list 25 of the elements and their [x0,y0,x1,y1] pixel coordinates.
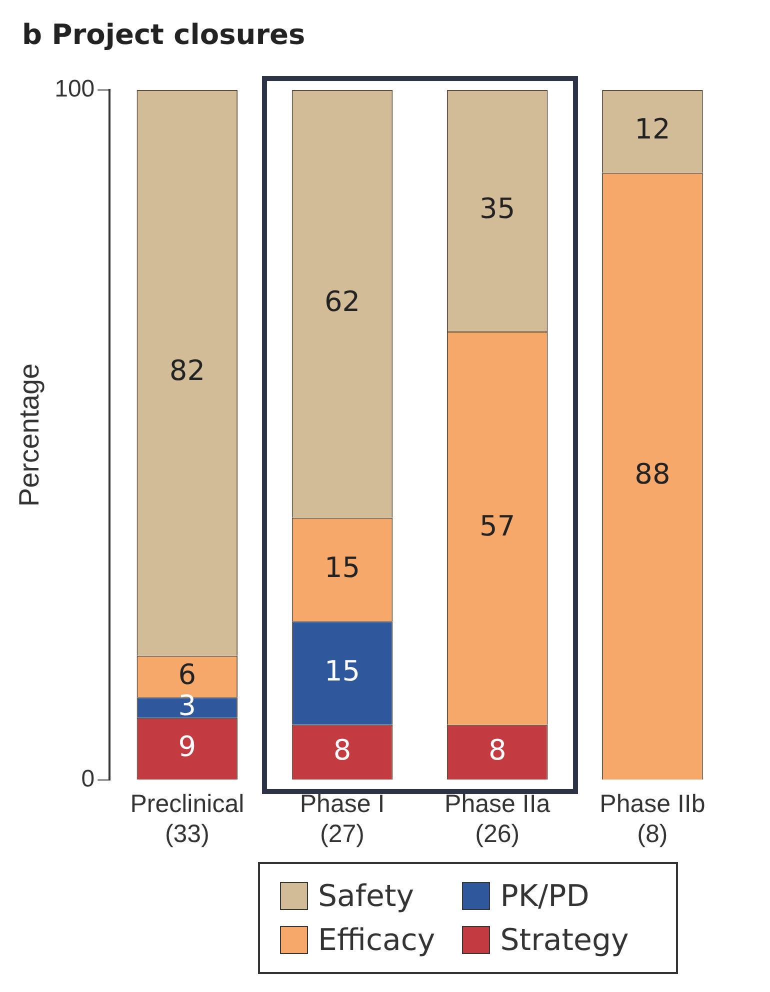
data-label: 57 [480,509,516,542]
data-label: 15 [324,654,360,688]
data-label: 8 [488,733,506,766]
x-tick-label: Preclinical (33) [130,790,244,848]
data-label: 9 [178,730,196,763]
y-axis-title: Percentage [14,363,45,507]
data-label: 35 [480,192,516,226]
y-tick-label: 0 [81,766,95,793]
data-label: 12 [634,112,670,146]
y-tick-label: 100 [54,76,95,103]
legend-label: PK/PD [500,878,590,914]
legend-label: Strategy [500,922,629,958]
x-tick-label: Phase I (27) [300,790,385,848]
data-label: 8 [333,733,352,766]
x-tick-label: Phase IIa (26) [444,790,550,848]
data-label: 82 [169,354,206,388]
x-tick-label: Phase IIb (8) [600,790,706,848]
legend-label: Efficacy [318,922,436,958]
data-label: 6 [178,658,196,691]
data-label: 15 [324,550,360,584]
data-label: 62 [324,285,360,318]
chart-title: b Project closures [22,18,306,51]
data-label: 3 [178,688,196,722]
data-label: 88 [634,457,670,490]
legend-label: Safety [318,878,414,914]
